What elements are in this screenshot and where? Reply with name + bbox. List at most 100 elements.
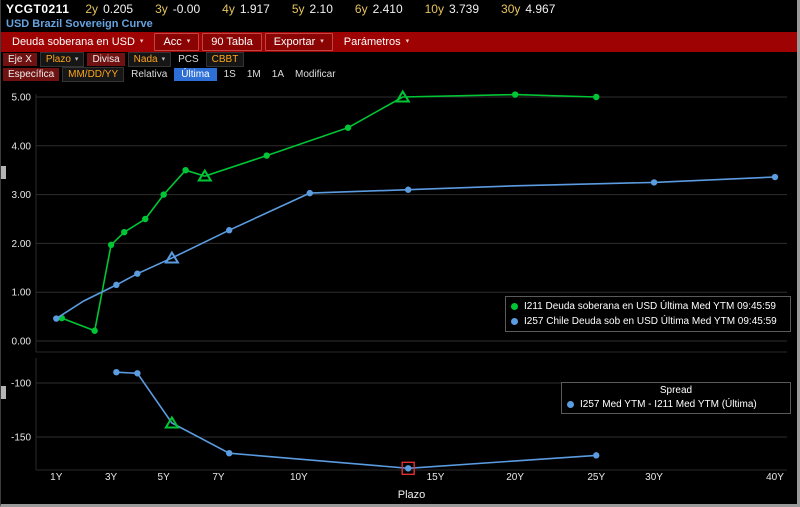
date-input-label: MM/DD/YY	[68, 69, 119, 80]
y-tick-label: 4.00	[12, 141, 32, 152]
relative-ultima-option-label: Última	[181, 69, 210, 80]
data-point[interactable]	[113, 281, 120, 289]
data-point[interactable]	[593, 93, 600, 101]
chevron-down-icon: ▾	[74, 56, 79, 63]
x-tick-label: 5Y	[158, 472, 171, 483]
rate-value: 0.205	[103, 1, 134, 16]
legend-label-spread: I257 Med YTM - I211 Med YTM (Última)	[580, 399, 757, 410]
triangle-marker[interactable]	[197, 168, 213, 182]
rate-value: 4.967	[525, 1, 556, 16]
spread-series-dot-icon	[567, 401, 574, 408]
rate-tenor: 10y	[424, 1, 444, 16]
legend-entry-chile: I257 Chile Deuda sob en USD Última Med Y…	[511, 314, 785, 329]
rate-pair: 4y 1.917	[222, 2, 270, 16]
modify-button-label: Modificar	[295, 69, 336, 80]
panel-resize-handle[interactable]	[1, 166, 6, 179]
relative-label: Relativa	[127, 69, 171, 80]
triangle-marker[interactable]	[164, 250, 180, 264]
data-point[interactable]	[226, 227, 233, 234]
rate-tenor: 30y	[501, 1, 521, 16]
x-axis-select[interactable]: Plazo ▾	[39, 52, 85, 67]
rate-pair: 6y 2.410	[355, 2, 403, 16]
currency-label: Divisa	[87, 53, 125, 66]
pcs-source-select[interactable]: CBBT	[205, 52, 245, 67]
x-tick-label: 10Y	[290, 472, 308, 483]
data-point[interactable]	[404, 186, 412, 193]
y-tick-label: 5.00	[12, 93, 32, 104]
rate-value: -0.00	[172, 1, 201, 16]
legend-label-chile: I257 Chile Deuda sob en USD Última Med Y…	[524, 316, 777, 327]
settings-row-2: Específica MM/DD/YY Relativa Última 1S 1M 1A Mo…	[1, 67, 797, 82]
spread-chart-legend: Spread I257 Med YTM - I211 Med YTM (Últi…	[561, 382, 791, 414]
triangle-marker[interactable]	[164, 415, 180, 429]
chevron-down-icon: ▾	[186, 38, 191, 45]
data-point[interactable]	[160, 191, 167, 198]
menu-curve-selector[interactable]: Deuda soberana en USD ▾	[4, 34, 151, 50]
rate-value: 3.739	[448, 1, 480, 16]
rate-value: 1.917	[239, 1, 270, 16]
modify-button[interactable]: Modificar	[291, 69, 340, 80]
data-point[interactable]	[142, 215, 149, 223]
rate-value: 2.10	[309, 1, 333, 16]
data-point[interactable]	[113, 369, 120, 376]
data-point[interactable]	[182, 167, 189, 174]
x-axis-label-label: Eje X	[8, 54, 32, 65]
chile-series-dot-icon	[511, 318, 518, 325]
menu-item-label: Acc	[163, 36, 182, 48]
data-point[interactable]	[134, 270, 141, 277]
pcs-source-select-label: CBBT	[211, 54, 239, 65]
data-point[interactable]	[226, 450, 233, 457]
y-tick-label: 2.00	[12, 239, 32, 250]
data-point[interactable]	[53, 315, 60, 322]
chevron-down-icon: ▾	[320, 38, 324, 45]
currency-select[interactable]: Nada ▾	[127, 52, 172, 67]
data-point[interactable]	[263, 152, 270, 159]
menu-item-label: 90 Tabla	[211, 36, 253, 48]
rate-tenor: 5y	[291, 1, 305, 16]
data-point[interactable]	[344, 124, 352, 131]
triangle-marker[interactable]	[394, 89, 411, 103]
settings-row-1: Eje X Plazo ▾ Divisa Nada ▾ PCS CBBT	[1, 52, 797, 67]
x-axis-title: Plazo	[397, 489, 426, 501]
relative-1s-option[interactable]: 1S	[220, 69, 240, 80]
menu-exportar[interactable]: Exportar ▾	[264, 33, 333, 51]
data-point[interactable]	[593, 452, 600, 459]
relative-1a-option[interactable]: 1A	[268, 69, 288, 80]
x-tick-label: 20Y	[506, 472, 524, 483]
data-point[interactable]	[404, 465, 412, 472]
relative-1s-option-label: 1S	[223, 69, 236, 80]
yield-curve-charts: 0.00 1.00 2.00 3.00 4.00 5.00 -100 -150 1Y 3Y 5Y 7Y…	[11, 89, 787, 483]
x-tick-label: 15Y	[427, 472, 445, 483]
data-point[interactable]	[91, 327, 98, 334]
main-chart-legend: I211 Deuda soberana en USD Última Med YT…	[505, 296, 791, 332]
data-point[interactable]	[771, 173, 779, 181]
rate-pair: 3y -0.00	[155, 2, 200, 16]
selected-point-box[interactable]	[401, 461, 415, 476]
relative-ultima-option[interactable]: Última	[174, 68, 217, 81]
chevron-down-icon: ▾	[161, 56, 166, 63]
y-tick-label: 0.00	[12, 337, 32, 348]
panel-resize-handle[interactable]	[1, 386, 6, 399]
menu-acc[interactable]: Acc ▾	[154, 33, 200, 51]
date-input[interactable]: MM/DD/YY	[62, 67, 125, 82]
data-point[interactable]	[650, 179, 658, 186]
x-axis-select-label: Plazo	[45, 54, 71, 65]
data-point[interactable]	[511, 91, 519, 98]
specific-date-label: Específica	[3, 68, 60, 81]
relative-1m-option[interactable]: 1M	[243, 69, 265, 80]
x-tick-label: 25Y	[587, 472, 605, 483]
menu-item-label: Parámetros	[343, 36, 401, 48]
data-point[interactable]	[306, 189, 313, 197]
pcs-label: PCS	[174, 54, 203, 65]
menu-parametros[interactable]: Parámetros ▾	[336, 34, 417, 50]
menu-tabla[interactable]: 90 Tabla	[202, 33, 262, 51]
rate-pair: 10y 3.739	[425, 2, 479, 16]
menu-item-label: Deuda soberana en USD	[12, 36, 135, 48]
rate-list: 2y 0.205 3y -0.00 4y 1.917 5y 2.10 6y 2.410 10y 3.7…	[85, 2, 555, 16]
data-point[interactable]	[121, 228, 128, 236]
legend-entry-brazil: I211 Deuda soberana en USD Última Med YT…	[511, 299, 785, 314]
data-point[interactable]	[107, 241, 115, 249]
chevron-down-icon: ▾	[139, 38, 144, 45]
data-point[interactable]	[134, 370, 141, 377]
rate-ticker-bar: YCGT0211 2y 0.205 3y -0.00 4y 1.917 5y 2.10 6y 2.…	[1, 0, 797, 17]
